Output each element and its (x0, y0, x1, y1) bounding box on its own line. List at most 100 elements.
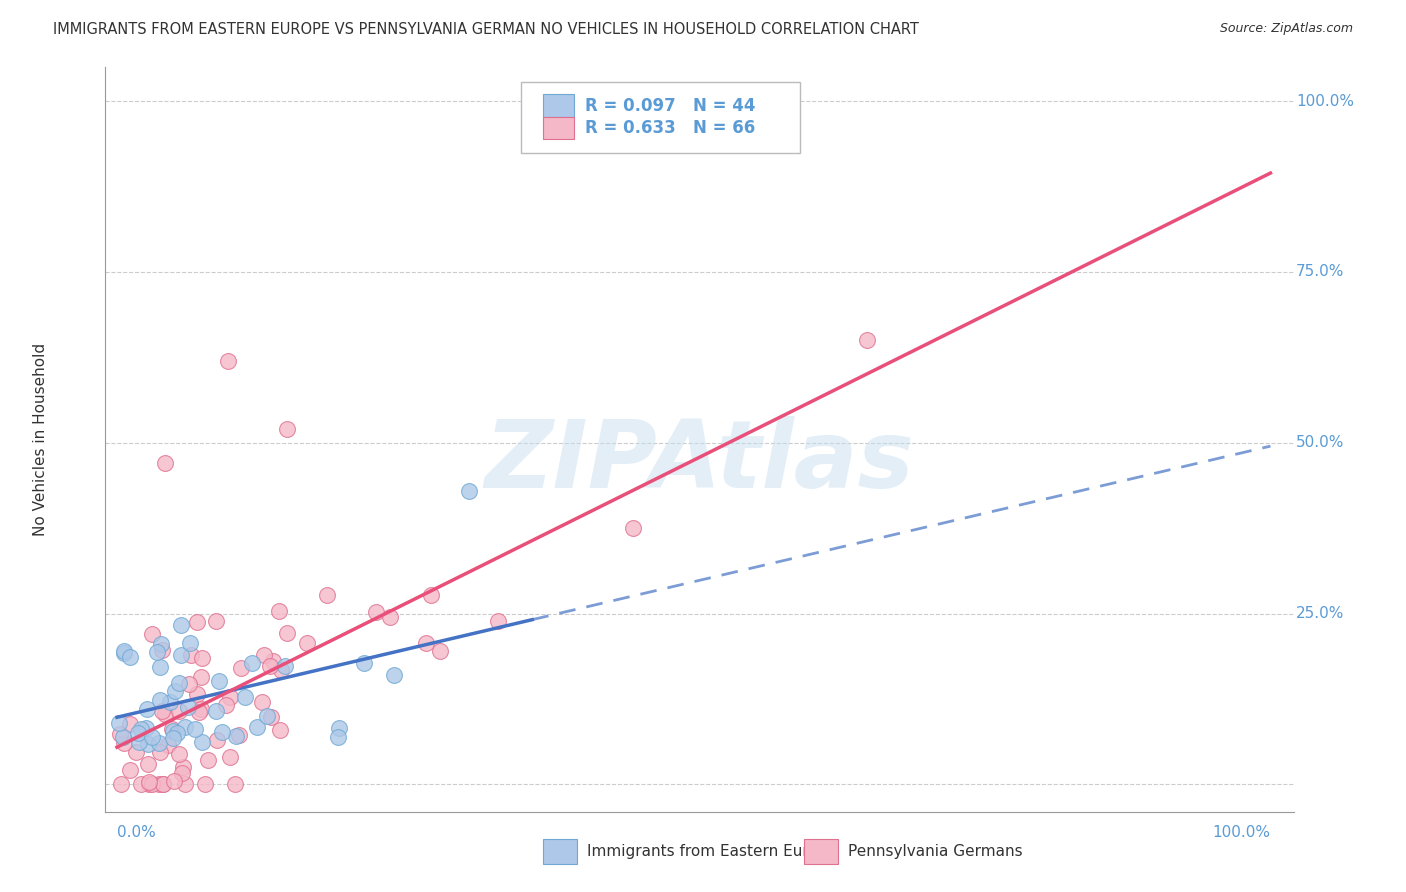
Point (353, 656, 375, 670)
Text: 0.0%: 0.0% (117, 825, 156, 840)
Point (112, 730, 135, 744)
Point (240, 656, 263, 670)
Point (260, 709, 283, 723)
Point (276, 626, 298, 640)
Point (186, 615, 208, 629)
Point (262, 654, 284, 668)
Point (120, 649, 142, 664)
Point (166, 725, 188, 739)
Point (167, 747, 190, 761)
Point (170, 766, 193, 780)
Point (364, 605, 387, 619)
Point (328, 730, 350, 744)
Point (228, 728, 250, 742)
Point (179, 636, 201, 650)
Point (208, 674, 231, 689)
Point (141, 731, 163, 745)
Text: 50.0%: 50.0% (1296, 435, 1344, 450)
Point (219, 690, 242, 704)
Point (246, 720, 269, 734)
Point (160, 723, 183, 737)
Point (112, 644, 135, 658)
Point (170, 618, 193, 632)
Point (152, 777, 174, 791)
Point (179, 677, 201, 691)
Text: R = 0.097   N = 44: R = 0.097 N = 44 (585, 96, 756, 115)
Point (621, 521, 644, 535)
Point (205, 704, 228, 718)
FancyBboxPatch shape (543, 95, 574, 117)
Point (129, 722, 152, 736)
Point (184, 723, 207, 737)
Point (211, 724, 233, 739)
Point (162, 724, 184, 739)
Point (217, 353, 239, 368)
Point (315, 588, 337, 602)
Point (129, 777, 152, 791)
Point (150, 705, 173, 719)
Point (156, 738, 179, 752)
Point (197, 753, 219, 767)
Point (110, 727, 132, 741)
Point (419, 588, 441, 602)
Text: Source: ZipAtlas.com: Source: ZipAtlas.com (1219, 22, 1353, 36)
Point (190, 735, 212, 749)
Point (274, 658, 297, 673)
Point (159, 695, 181, 709)
Point (186, 687, 208, 701)
Point (256, 709, 278, 723)
Point (295, 636, 318, 650)
Point (174, 777, 197, 791)
Point (167, 676, 190, 690)
Point (135, 702, 157, 716)
Point (486, 614, 509, 628)
Point (120, 763, 142, 777)
Point (128, 735, 150, 749)
FancyBboxPatch shape (543, 117, 574, 139)
Point (458, 483, 481, 498)
Point (382, 668, 405, 682)
Point (233, 690, 256, 704)
Point (150, 643, 173, 657)
Point (174, 720, 197, 734)
Point (150, 637, 173, 651)
Text: R = 0.633   N = 66: R = 0.633 N = 66 (585, 119, 755, 137)
Point (378, 610, 401, 624)
Point (136, 757, 159, 772)
Point (328, 722, 350, 736)
Text: Pennsylvania Germans: Pennsylvania Germans (848, 844, 1022, 859)
Point (180, 648, 202, 662)
FancyBboxPatch shape (804, 838, 838, 863)
Point (205, 733, 228, 747)
Point (267, 604, 290, 618)
Text: 100.0%: 100.0% (1212, 825, 1271, 840)
Text: ZIPAtlas: ZIPAtlas (485, 416, 914, 508)
Point (187, 705, 209, 719)
Point (148, 736, 170, 750)
Point (429, 644, 451, 658)
Point (108, 715, 131, 730)
Point (205, 614, 228, 628)
Point (141, 627, 163, 641)
Point (118, 717, 141, 731)
FancyBboxPatch shape (522, 82, 800, 153)
Point (135, 721, 157, 735)
Point (146, 644, 169, 658)
Point (269, 723, 291, 737)
Point (112, 736, 135, 750)
Point (177, 699, 200, 714)
Point (148, 777, 170, 791)
Point (149, 745, 172, 759)
Point (149, 693, 172, 707)
Point (253, 648, 276, 663)
Point (855, 333, 877, 347)
Point (219, 750, 242, 764)
Point (225, 729, 247, 743)
Text: Immigrants from Eastern Europe: Immigrants from Eastern Europe (586, 844, 837, 859)
Text: 25.0%: 25.0% (1296, 606, 1344, 621)
Point (190, 702, 212, 716)
Point (170, 648, 193, 662)
Point (276, 422, 298, 436)
Point (190, 669, 212, 683)
Text: 75.0%: 75.0% (1296, 264, 1344, 279)
